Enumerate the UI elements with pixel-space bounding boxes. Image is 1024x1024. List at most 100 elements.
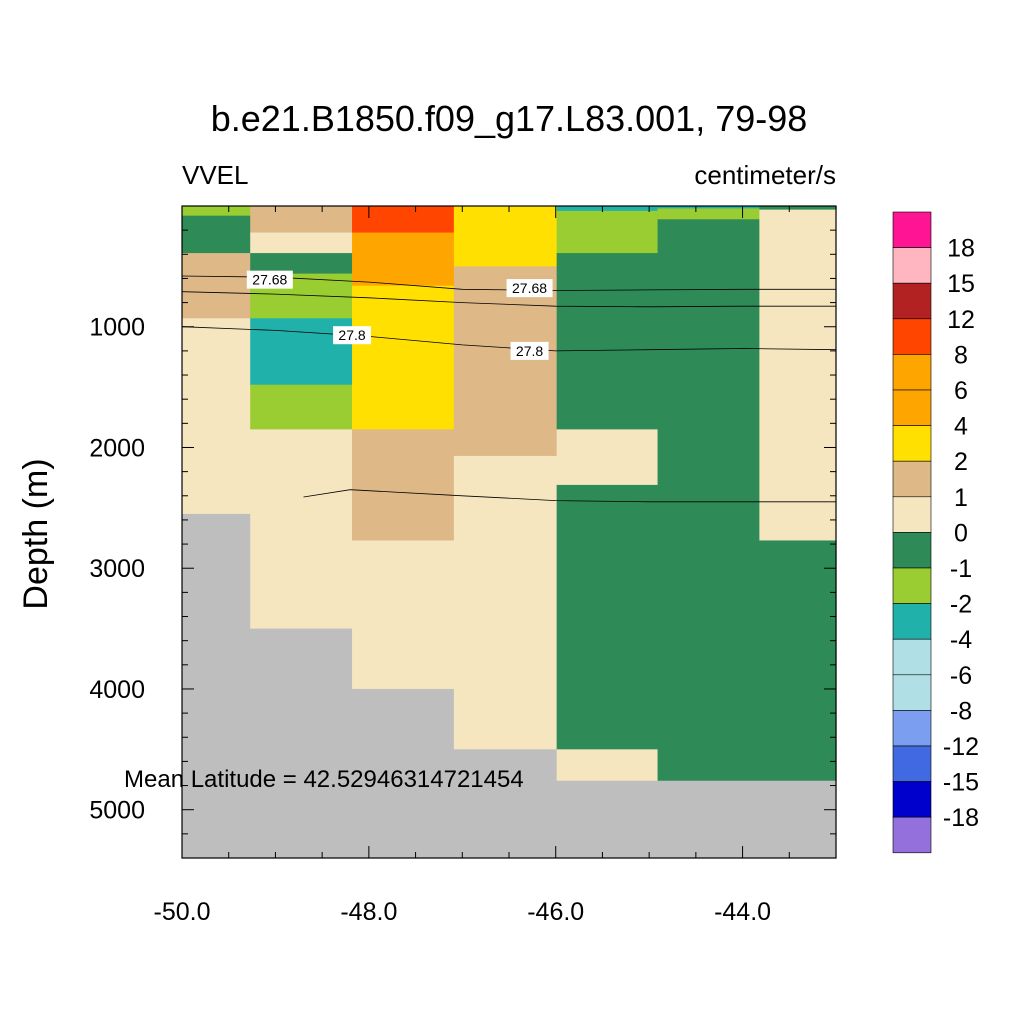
colorbar-box — [892, 389, 932, 426]
heatmap-cell — [556, 749, 659, 782]
contour-line — [181, 291, 836, 308]
colorbar-box — [892, 532, 932, 569]
y-tick-label: 4000 — [89, 676, 145, 704]
colorbar-box — [892, 247, 932, 284]
heatmap-cell — [352, 429, 455, 542]
colorbar-label: 4 — [954, 413, 968, 441]
contour-label: 27.8 — [338, 327, 365, 343]
y-tick-label: 1000 — [89, 314, 145, 342]
heatmap-cell — [556, 484, 659, 750]
colorbar-box — [892, 781, 932, 818]
heatmap-cell — [453, 455, 558, 750]
land-cell — [182, 513, 251, 859]
colorbar-label: 0 — [954, 519, 968, 547]
colorbar-box — [892, 603, 932, 640]
y-tick-label: 5000 — [89, 797, 145, 825]
colorbar-label: -6 — [950, 662, 972, 690]
colorbar-box — [892, 425, 932, 462]
heatmap-cell — [556, 206, 659, 212]
colorbar-box — [892, 282, 932, 320]
plot-axes: -50.0 -48.0 -46.0 -44.0 1000 2000 3000 4000 5000 — [89, 205, 837, 926]
colorbar-label: -2 — [950, 591, 972, 619]
colorbar-box — [892, 354, 932, 391]
heatmap-cell — [250, 206, 353, 234]
heatmap-cell — [556, 210, 659, 254]
colorbar-box — [892, 745, 932, 782]
contour-label: 27.8 — [516, 343, 543, 359]
land-cell — [352, 688, 455, 859]
colorbar: 18 15 12 8 6 4 2 1 0 -1 -2 -4 -6 -8 -12 -15 -18 — [892, 211, 979, 854]
heatmap-cell — [352, 540, 455, 690]
heatmap-cell — [182, 253, 251, 319]
heatmap-cell — [759, 209, 837, 542]
variable-label: VVEL — [182, 160, 249, 190]
heatmap-cell — [657, 206, 760, 210]
colorbar-box — [892, 460, 932, 498]
x-tick-label: -50.0 — [154, 898, 211, 926]
x-tick-label: -48.0 — [340, 898, 397, 926]
contour-label-bg — [246, 270, 293, 289]
land-cell — [250, 628, 353, 859]
x-tick-label: -46.0 — [527, 898, 584, 926]
heatmap-cell — [250, 232, 353, 254]
colorbar-box — [892, 567, 932, 604]
colorbar-label: 12 — [947, 306, 975, 334]
land-cell — [556, 780, 659, 859]
mean-latitude-annotation: Mean Latitude = 42.52946314721454 — [124, 766, 524, 793]
colorbar-label: -12 — [943, 733, 979, 761]
colorbar-box — [892, 318, 932, 355]
colorbar-label: 15 — [947, 270, 975, 298]
chart-title: b.e21.B1850.f09_g17.L83.001, 79-98 — [211, 98, 808, 139]
land-cell — [657, 780, 760, 859]
contour-label-bg — [506, 279, 553, 298]
heatmap-cell — [250, 384, 353, 430]
heatmap-cell — [759, 206, 837, 211]
colorbar-label: -4 — [950, 626, 972, 654]
colorbar-label: 1 — [954, 484, 968, 512]
y-tick-label: 2000 — [89, 434, 145, 462]
heatmap-cell — [453, 266, 558, 457]
colorbar-label: -18 — [943, 804, 979, 832]
heatmap-cell — [182, 318, 251, 515]
contour-label-bg — [510, 341, 549, 360]
x-tick-label: -44.0 — [714, 898, 771, 926]
y-axis-label: Depth (m) — [17, 458, 55, 609]
heatmap-cell — [182, 215, 251, 254]
heatmap-cells — [182, 206, 837, 859]
y-tick-label: 3000 — [89, 555, 145, 583]
colorbar-box — [892, 710, 932, 747]
colorbar-label: 8 — [954, 341, 968, 369]
land-cell — [759, 780, 837, 859]
heatmap-cell — [759, 540, 837, 782]
units-label: centimeter/s — [694, 160, 836, 190]
heatmap-cell — [556, 253, 659, 430]
colorbar-box — [892, 816, 932, 854]
contour-line — [303, 489, 836, 503]
colorbar-box — [892, 674, 932, 711]
heatmap-cell — [453, 206, 558, 267]
colorbar-label: 18 — [947, 235, 975, 263]
land-cell — [453, 749, 558, 859]
colorbar-label: -15 — [943, 769, 979, 797]
heatmap-cell — [352, 285, 455, 430]
contour-label: 27.68 — [512, 280, 547, 296]
heatmap-cell — [352, 232, 455, 287]
heatmap-cell — [352, 206, 455, 234]
colorbar-label: 2 — [954, 448, 968, 476]
heatmap-cell — [556, 429, 659, 486]
heatmap-cell — [657, 219, 760, 782]
colorbar-box — [892, 638, 932, 676]
contour-label: 27.68 — [252, 272, 287, 288]
colorbar-box — [892, 211, 932, 248]
colorbar-label: -8 — [950, 697, 972, 725]
colorbar-label: -1 — [950, 555, 972, 583]
heatmap-cell — [250, 429, 353, 630]
contour-line — [181, 326, 837, 352]
contour-label-bg — [333, 326, 372, 345]
colorbar-box — [892, 496, 932, 533]
heatmap-cell — [182, 206, 251, 217]
density-contours: 27.68 27.68 27.8 27.8 — [181, 270, 837, 503]
heatmap-cell — [657, 208, 760, 220]
colorbar-label: 6 — [954, 377, 968, 405]
